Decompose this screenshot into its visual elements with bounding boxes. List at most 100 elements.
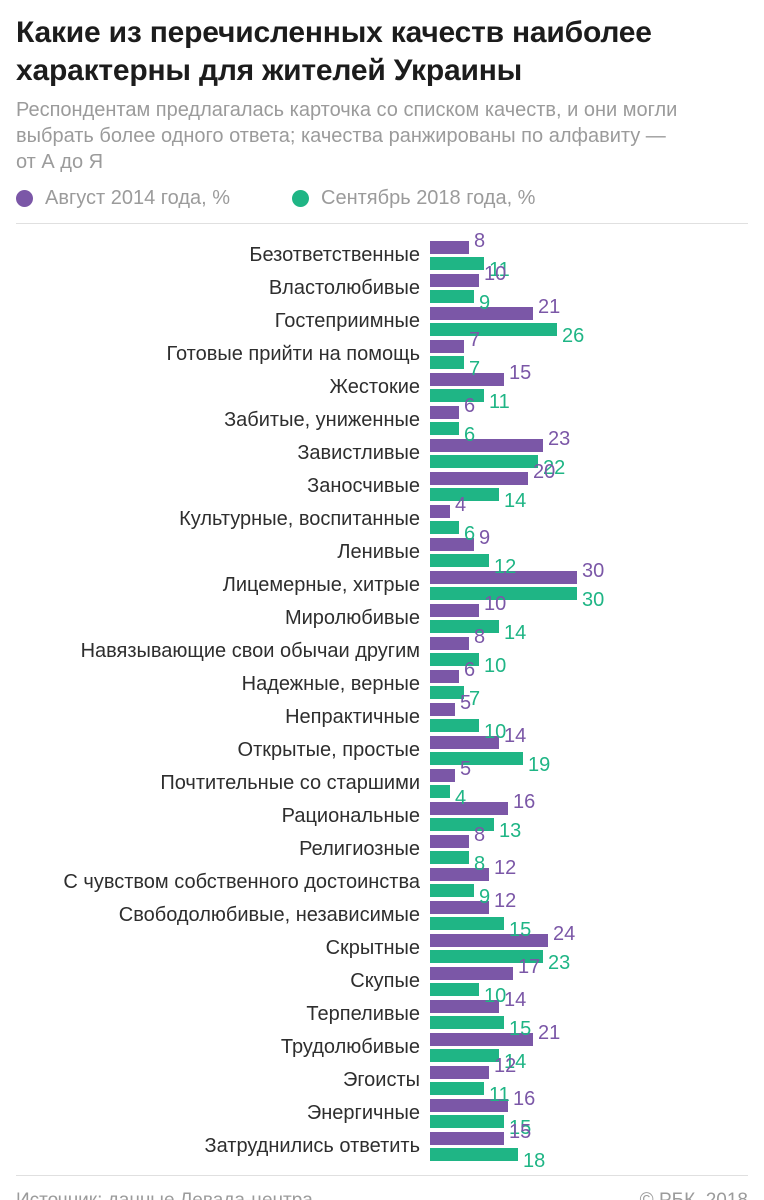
bar-line: 11 <box>430 1082 516 1105</box>
bar-2014 <box>430 934 548 947</box>
bar-2018 <box>430 587 577 600</box>
bar-line: 6 <box>430 521 475 544</box>
value-label-2014: 4 <box>455 493 467 516</box>
bar-line: 19 <box>430 752 550 775</box>
value-label-2018: 14 <box>504 489 527 512</box>
bar-line: 22 <box>430 455 570 478</box>
category-label: Непрактичные <box>285 706 420 728</box>
value-label-2014: 8 <box>474 625 486 648</box>
value-label-2014: 7 <box>469 328 481 351</box>
chart-row: Навязывающие свои обычаи другим 8 10 <box>16 627 748 676</box>
category-label: Надежные, верные <box>241 673 420 695</box>
value-label-2018: 15 <box>509 1116 532 1139</box>
bar-2018 <box>430 950 543 963</box>
bar-line: 30 <box>430 561 604 584</box>
value-label-2014: 15 <box>509 1120 532 1143</box>
bar-group: 10 14 <box>430 594 526 643</box>
category-label: Навязывающие свои обычаи другим <box>80 640 420 662</box>
bar-line: 26 <box>430 323 584 346</box>
value-label-2014: 16 <box>513 790 536 813</box>
category-label: Религиозные <box>299 838 420 860</box>
chart-row: Религиозные 8 8 <box>16 825 748 874</box>
chart-row: Свободолюбивые, независимые 12 15 <box>16 891 748 940</box>
value-label-2014: 6 <box>464 394 476 417</box>
bar-2018 <box>430 884 474 897</box>
bar-2014 <box>430 505 450 518</box>
chart-row: Энергичные 16 15 <box>16 1089 748 1138</box>
bar-2014 <box>430 604 479 617</box>
bar-2014 <box>430 637 469 650</box>
bar-group: 5 10 <box>430 693 506 742</box>
legend-item-2018: Сентябрь 2018 года, % <box>292 187 535 210</box>
value-label-2014: 12 <box>494 1054 517 1077</box>
value-label-2014: 5 <box>460 691 472 714</box>
value-label-2018: 10 <box>484 720 507 743</box>
chart-row: Скрытные 24 23 <box>16 924 748 973</box>
bar-line: 16 <box>430 1089 535 1112</box>
bar-line: 5 <box>430 759 471 782</box>
bar-line: 14 <box>430 990 531 1013</box>
value-label-2018: 12 <box>494 555 517 578</box>
category-label: Трудолюбивые <box>280 1036 420 1058</box>
bar-2018 <box>430 257 484 270</box>
value-label-2018: 7 <box>469 357 481 380</box>
bar-line: 7 <box>430 356 480 379</box>
source-note: Источник: данные Левада-центра <box>16 1190 313 1200</box>
bar-2018 <box>430 422 459 435</box>
value-label-2014: 5 <box>460 757 472 780</box>
chart-row: Надежные, верные 6 7 <box>16 660 748 709</box>
bar-2018 <box>430 521 459 534</box>
value-label-2014: 8 <box>474 229 486 252</box>
chart-row: Миролюбивые 10 14 <box>16 594 748 643</box>
legend-label-2018: Сентябрь 2018 года, % <box>321 186 536 209</box>
chart-row: Забитые, униженные 6 6 <box>16 396 748 445</box>
value-label-2018: 4 <box>455 786 467 809</box>
category-label: Безответственные <box>249 244 420 266</box>
bar-line: 12 <box>430 1056 516 1079</box>
bar-line: 20 <box>430 462 555 485</box>
bar-line: 10 <box>430 594 526 617</box>
bar-2014 <box>430 835 469 848</box>
bar-2014 <box>430 967 513 980</box>
bar-group: 10 9 <box>430 264 506 313</box>
bar-line: 8 <box>430 231 510 254</box>
bar-group: 17 10 <box>430 957 540 1006</box>
chart-row: Затруднились ответить 15 18 <box>16 1122 748 1171</box>
bar-2014 <box>430 802 508 815</box>
bar-group: 8 10 <box>430 627 506 676</box>
bar-line: 15 <box>430 917 531 940</box>
bar-line: 30 <box>430 587 604 610</box>
value-label-2014: 15 <box>509 361 532 384</box>
bar-2014 <box>430 1033 533 1046</box>
bar-2018 <box>430 554 489 567</box>
value-label-2018: 6 <box>464 423 476 446</box>
bar-2018 <box>430 983 479 996</box>
category-label: Затруднились ответить <box>204 1135 420 1157</box>
bar-line: 14 <box>430 1049 560 1072</box>
bar-group: 30 30 <box>430 561 604 610</box>
chart-row: Безответственные 8 11 <box>16 231 748 280</box>
value-label-2014: 9 <box>479 526 491 549</box>
bar-2014 <box>430 406 459 419</box>
value-label-2018: 19 <box>528 753 551 776</box>
bar-line: 10 <box>430 264 506 287</box>
value-label-2018: 7 <box>469 687 481 710</box>
bar-line: 4 <box>430 495 475 518</box>
bar-line: 10 <box>430 653 506 676</box>
chart-row: Непрактичные 5 10 <box>16 693 748 742</box>
legend-dot-2018-icon <box>292 189 310 207</box>
bar-2018 <box>430 1148 518 1161</box>
value-label-2014: 12 <box>494 856 517 879</box>
bar-line: 23 <box>430 950 575 973</box>
bar-line: 12 <box>430 554 516 577</box>
bar-group: 15 18 <box>430 1122 545 1171</box>
bar-2014 <box>430 472 528 485</box>
value-label-2014: 6 <box>464 658 476 681</box>
value-label-2018: 8 <box>474 852 486 875</box>
bar-2018 <box>430 1049 499 1062</box>
category-label: Лицемерные, хитрые <box>222 574 420 596</box>
bar-line: 12 <box>430 858 516 881</box>
